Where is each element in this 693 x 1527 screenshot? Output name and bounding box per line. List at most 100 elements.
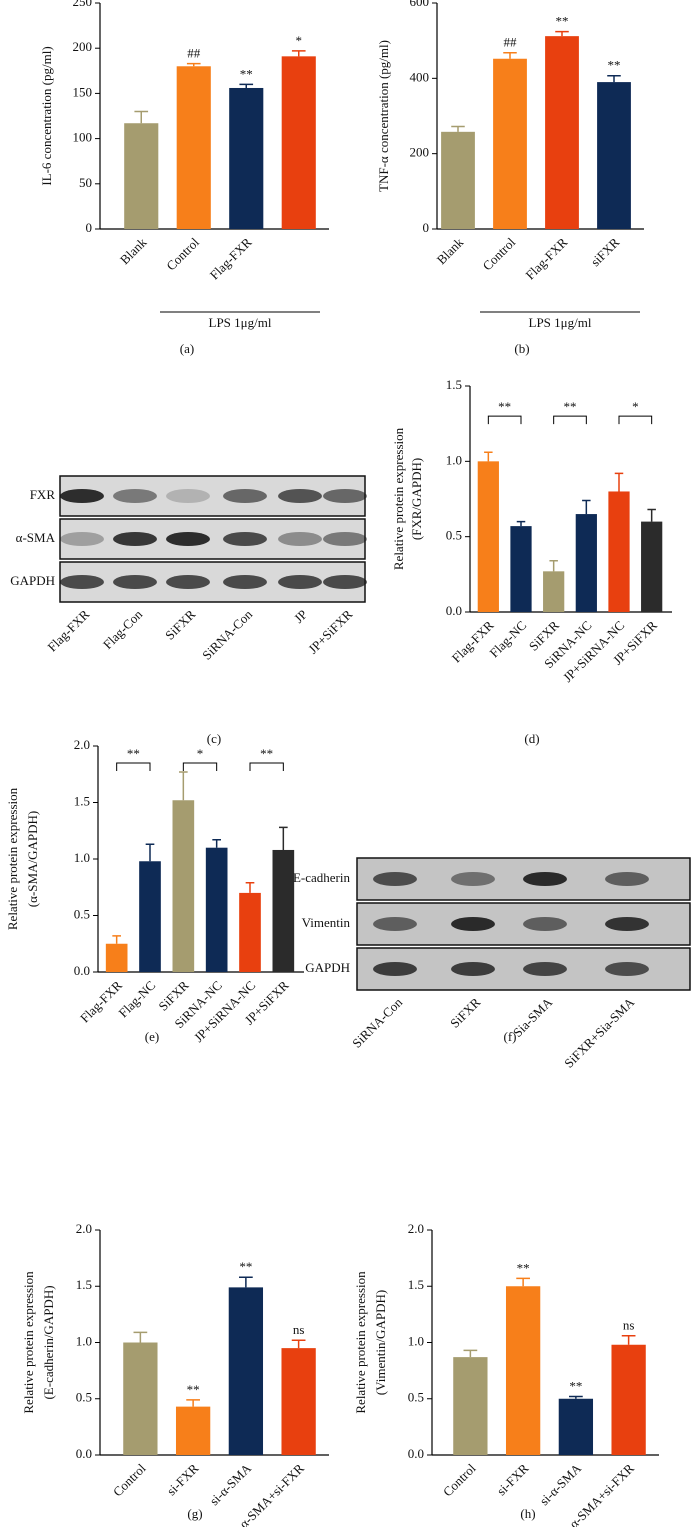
y-tick-label: 1.0 [74,850,90,865]
panel-label: (c) [207,731,221,746]
bar [505,1286,541,1455]
x-tick-label: Flag-FXR [449,617,497,665]
bar [123,1342,158,1455]
error-bar [245,881,255,893]
x-tick-label: si-α-SMA [536,1460,584,1508]
y-axis-label: Relative protein expression [21,1271,36,1414]
y-tick-label: 150 [73,84,93,99]
blot-band [166,489,210,503]
blot-band [605,917,649,931]
y-tick-label: 2.0 [74,737,90,752]
y-tick-label: 1.5 [74,793,90,808]
bracket [182,762,218,771]
significance-label: ** [239,1259,252,1274]
error-bar [186,1399,200,1407]
blot-band [278,532,322,546]
blot-lane-label: SiRNA-Con [349,994,405,1050]
error-bar [186,62,201,67]
bar [641,521,663,612]
x-tick-label: siFXR [588,234,623,269]
blot-band [605,962,649,976]
error-bar [133,1331,148,1343]
x-tick-label: Flag-FXR [522,234,570,282]
blot-row-label: GAPDH [305,960,350,975]
bar [139,861,161,972]
y-tick-label: 250 [73,0,93,9]
significance-label: ns [623,1318,635,1333]
blot-row-label: Vimentin [302,915,351,930]
x-tick-label: si-FXR [494,1460,532,1498]
significance-label: ** [608,58,621,73]
panel-label: (h) [520,1506,535,1521]
x-tick-label: Blank [117,234,150,267]
y-tick-label: 0 [423,220,430,235]
blot-band [323,575,367,589]
bar [176,66,211,229]
x-tick-label: Control [163,234,202,273]
bracket-label: * [632,399,639,414]
group-label: LPS 1μg/ml [209,315,272,330]
bar [575,514,597,612]
bracket-label: ** [127,746,140,761]
blot-band [60,489,104,503]
blot-lane-label: SiFXR [447,994,483,1030]
bar [228,1287,264,1455]
error-bar [484,451,493,462]
bar [441,131,475,229]
error-bar [607,74,621,83]
error-bar [239,1276,253,1288]
blot-band [278,489,322,503]
bar [175,1406,211,1455]
blot-band [113,575,157,589]
error-bar [555,30,569,37]
blot-band [373,962,417,976]
y-tick-label: 1.5 [408,1277,424,1292]
blot-band [223,575,267,589]
y-axis-label: Relative protein expression [353,1271,368,1414]
error-bar [516,1277,530,1287]
error-bar [503,51,517,59]
bar [510,526,532,612]
x-tick-label: Control [440,1460,479,1499]
y-axis-label: (Vimentin/GAPDH) [373,1290,388,1395]
y-tick-label: 1.0 [76,1333,92,1348]
error-bar [112,935,121,944]
blot-lane-label: Flag-Con [100,606,146,652]
blot-row-label: E-cadherin [293,870,351,885]
bracket [553,415,587,425]
blot-strip [59,518,366,560]
bar [281,1348,316,1455]
error-bar [451,125,465,132]
bracket-label: * [197,746,204,761]
y-axis-label: (α-SMA/GAPDH) [25,811,40,907]
y-axis-label: Relative protein expression [391,427,406,570]
y-axis-label: (FXR/GAPDH) [409,458,424,540]
bar [172,800,195,972]
y-tick-label: 400 [410,69,430,84]
error-bar [614,472,624,492]
blot-band [60,575,104,589]
blot-band [523,917,567,931]
bar [281,56,316,229]
blot-row-label: FXR [30,487,56,502]
y-tick-label: 0.5 [74,906,90,921]
significance-label: ** [240,66,253,81]
blot-lane-label: JP+SiFXR [305,606,355,656]
y-tick-label: 200 [410,145,430,160]
bar [597,82,631,229]
blot-band [113,532,157,546]
x-tick-label: Control [480,234,519,273]
group-label: LPS 1μg/ml [529,315,592,330]
bar [558,1398,594,1455]
significance-label: ** [556,14,569,29]
x-tick-label: Control [110,1460,149,1499]
blot-band [278,575,322,589]
significance-label: ** [569,1378,582,1393]
y-tick-label: 1.0 [446,452,462,467]
blot-band [323,489,367,503]
y-tick-label: 0.0 [408,1446,424,1461]
error-bar [239,83,254,88]
blot-row-label: α-SMA [16,530,56,545]
